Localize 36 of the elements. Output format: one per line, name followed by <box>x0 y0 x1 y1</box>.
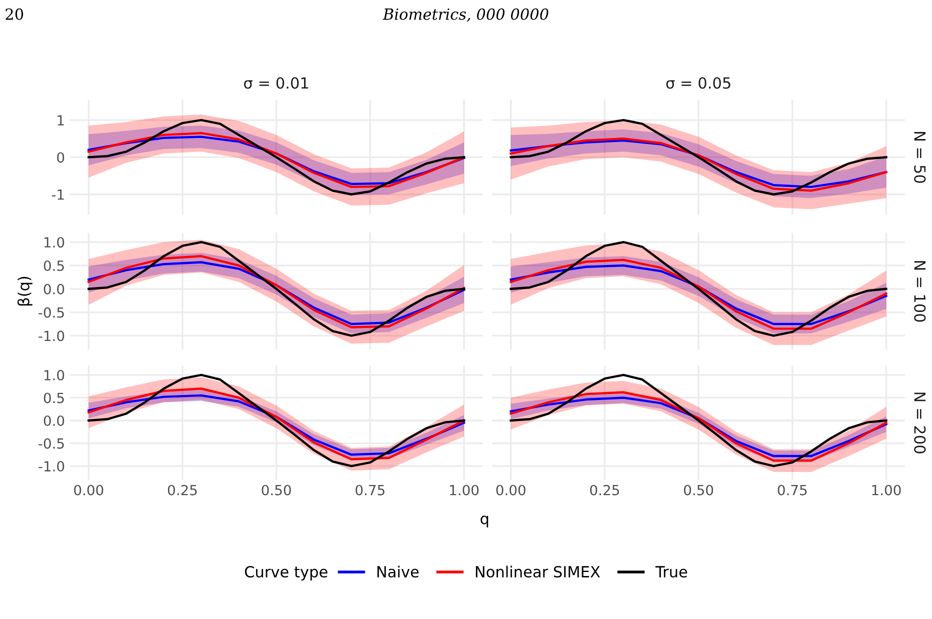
x-tick-label: 0.00 <box>74 484 104 496</box>
y-tick-label: -1.0 <box>38 330 64 342</box>
y-tick-label: 0.5 <box>44 392 64 404</box>
y-tick-label: -0.5 <box>38 438 64 449</box>
x-tick-label: 0.00 <box>496 484 526 496</box>
y-tick-label: 0.0 <box>44 284 64 294</box>
y-tick-label: 0.0 <box>44 415 64 426</box>
x-tick-label: 0.25 <box>168 484 197 496</box>
x-tick-label: 1.00 <box>872 484 901 496</box>
y-axis-title: β(q) <box>18 276 32 306</box>
text: 20 <box>6 8 24 20</box>
text: Biometrics, 000 0000 <box>382 8 548 22</box>
x-tick-label: 0.75 <box>778 484 807 496</box>
x-tick-label: 0.50 <box>262 484 291 496</box>
y-tick-label: -1.0 <box>38 461 64 472</box>
legend-label: Nonlinear SIMEX <box>476 566 600 578</box>
legend-label: Naive <box>377 566 419 578</box>
chart-title: σ = 0.05 <box>666 77 730 89</box>
y2-axis-title: N = 100 <box>914 261 926 322</box>
y-tick-label: 1.0 <box>44 370 64 380</box>
x-axis-title: q <box>480 516 488 528</box>
y-tick-label: -0.5 <box>38 307 64 318</box>
y-tick-label: 0.5 <box>44 260 64 271</box>
chart-title: σ = 0.01 <box>244 77 308 89</box>
x-tick-label: 0.25 <box>590 484 619 496</box>
y-tick-label: 0 <box>57 152 64 163</box>
x-tick-label: 0.50 <box>684 484 714 496</box>
legend-title: Curve type <box>244 566 328 580</box>
y2-axis-title: N = 50 <box>914 132 926 183</box>
y2-axis-title: N = 200 <box>914 392 926 454</box>
y-tick-label: 1 <box>58 115 64 126</box>
legend-label: True <box>655 566 688 578</box>
x-tick-label: 1.00 <box>450 484 479 496</box>
y-tick-label: 1.0 <box>44 237 64 248</box>
y-tick-label: -1 <box>52 190 64 200</box>
x-tick-label: 0.75 <box>356 484 384 496</box>
